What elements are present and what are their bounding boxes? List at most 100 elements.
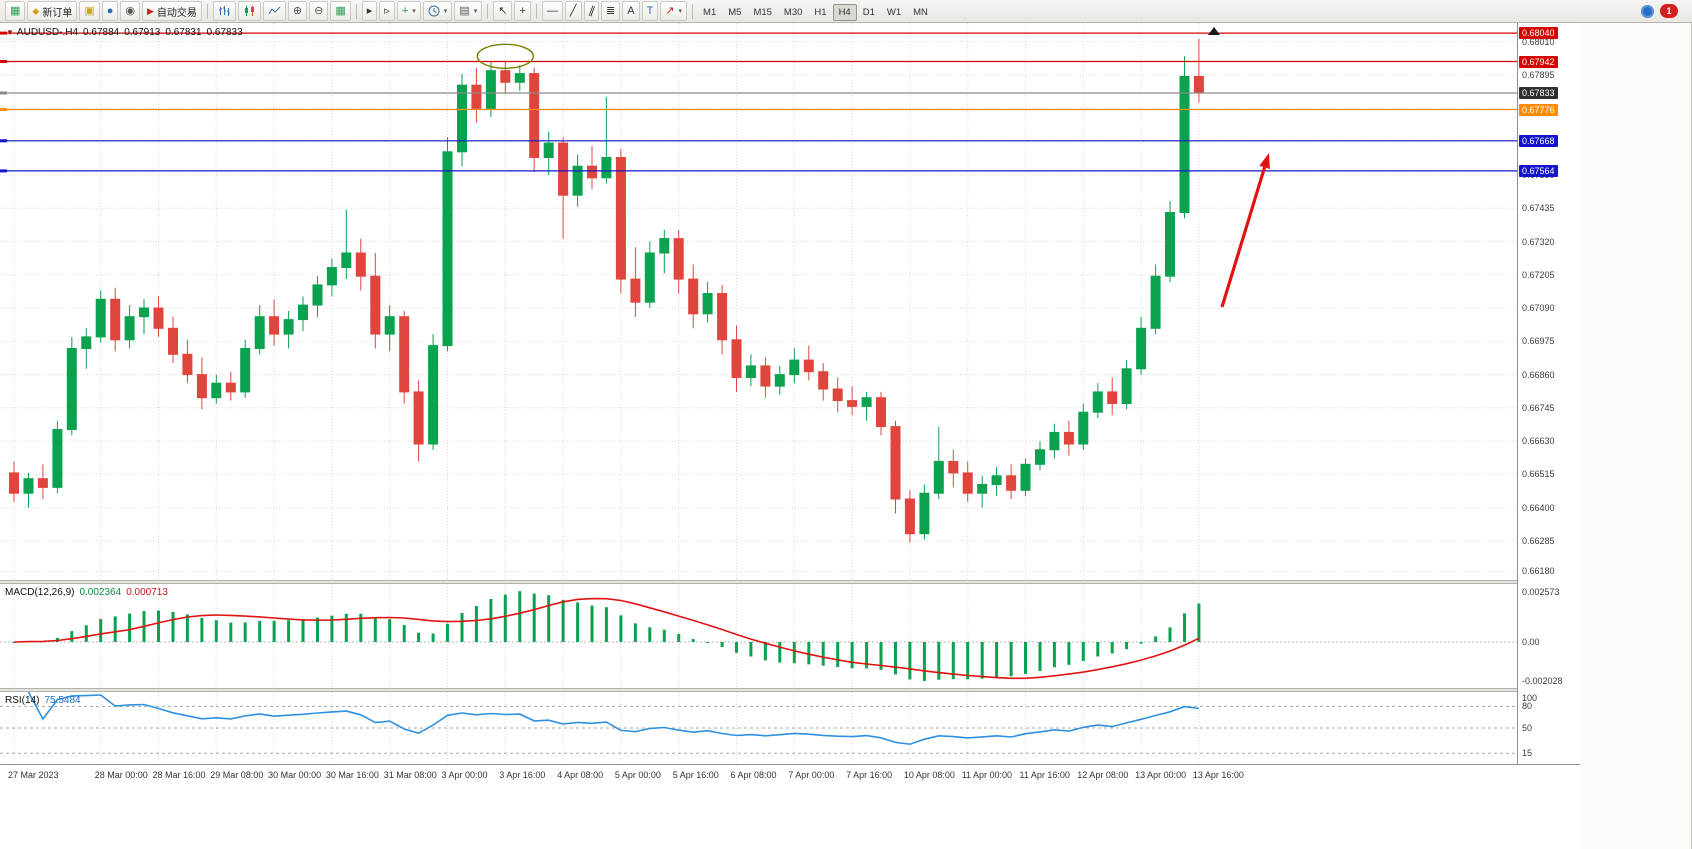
cursor-button[interactable]: ↖ bbox=[493, 1, 512, 21]
timeframe-h1[interactable]: H1 bbox=[808, 4, 832, 21]
time-axis-label: 29 Mar 08:00 bbox=[210, 770, 263, 780]
time-axis-label: 27 Mar 2023 bbox=[8, 770, 59, 780]
indicators-button[interactable]: + ▾ bbox=[397, 1, 421, 21]
text-label-button[interactable]: T bbox=[642, 1, 659, 21]
templates-button[interactable]: ▤ ▾ bbox=[454, 1, 482, 21]
timeframe-mn[interactable]: MN bbox=[907, 4, 934, 21]
tile-windows-icon: ▦ bbox=[335, 6, 345, 17]
macd-main-value: 0.002364 bbox=[79, 587, 121, 598]
zoom-in-button[interactable]: ⊕ bbox=[288, 1, 307, 21]
bar-chart-button[interactable] bbox=[213, 1, 236, 21]
price-line-badge: 0.67668 bbox=[1519, 135, 1558, 147]
timeframe-m1[interactable]: M1 bbox=[697, 4, 722, 21]
headset-icon: ◉ bbox=[125, 6, 135, 17]
time-axis-label: 7 Apr 16:00 bbox=[846, 770, 892, 780]
price-line-badge: 0.67776 bbox=[1519, 104, 1558, 116]
support-button[interactable]: ◉ bbox=[120, 1, 140, 21]
timeframe-d1[interactable]: D1 bbox=[857, 4, 881, 21]
rsi-name: RSI(14) bbox=[5, 695, 39, 706]
axis-label: 0.67895 bbox=[1522, 70, 1555, 80]
axis-label: 50 bbox=[1522, 723, 1532, 733]
notification-badge[interactable]: 1 bbox=[1660, 4, 1678, 18]
axis-label: 0.66860 bbox=[1522, 370, 1555, 380]
rsi-panel[interactable] bbox=[0, 692, 1517, 764]
arrows-button[interactable]: ↗ ▾ bbox=[660, 1, 687, 21]
timeframe-m30[interactable]: M30 bbox=[778, 4, 808, 21]
trendline-button[interactable]: ╱ bbox=[565, 1, 582, 21]
time-axis-label: 6 Apr 08:00 bbox=[731, 770, 777, 780]
mt4-window: { "toolbar": { "new_order": "新订单", "auto… bbox=[0, 0, 1692, 849]
price-line-badge: 0.67833 bbox=[1519, 87, 1558, 99]
axis-label: 0.66180 bbox=[1522, 566, 1555, 576]
axis-label: 0.66630 bbox=[1522, 436, 1555, 446]
axis-label: 0.67435 bbox=[1522, 203, 1555, 213]
periods-button[interactable]: ▾ bbox=[423, 1, 453, 21]
timeframe-m15[interactable]: M15 bbox=[747, 4, 777, 21]
crosshair-icon: + bbox=[519, 6, 525, 17]
time-axis-label: 28 Mar 00:00 bbox=[95, 770, 148, 780]
templates-icon: ▤ bbox=[459, 6, 469, 17]
symbol-dropdown-icon[interactable]: ▼ bbox=[6, 28, 14, 37]
text-icon: A bbox=[627, 6, 634, 17]
crosshair-button[interactable]: + bbox=[514, 1, 530, 21]
text-label-icon: T bbox=[647, 6, 654, 17]
price-axis[interactable]: 0.680100.678950.677800.676650.675500.674… bbox=[1517, 23, 1580, 764]
time-axis-label: 30 Mar 00:00 bbox=[268, 770, 321, 780]
time-axis-label: 10 Apr 08:00 bbox=[904, 770, 955, 780]
main-chart[interactable] bbox=[0, 23, 1517, 580]
chart-shift-button[interactable]: ▹ bbox=[379, 1, 395, 21]
time-axis[interactable]: 27 Mar 2023 28 Mar 00:00 28 Mar 16:00 29 Ma… bbox=[0, 764, 1580, 790]
axis-label: 0.002573 bbox=[1522, 587, 1560, 597]
new-chart-button[interactable]: ▦ bbox=[5, 1, 25, 21]
chart-header: ▼AUDUSD-.H40.678840.679130.678310.67833 bbox=[6, 27, 248, 38]
timeframe-w1[interactable]: W1 bbox=[881, 4, 907, 21]
time-axis-label: 3 Apr 00:00 bbox=[442, 770, 488, 780]
autoscroll-icon: ▸ bbox=[367, 6, 373, 17]
axis-label: 0.67205 bbox=[1522, 270, 1555, 280]
horizontal-line-button[interactable]: — bbox=[542, 1, 563, 21]
bar-chart-icon bbox=[218, 5, 231, 17]
axis-label: 0.66400 bbox=[1522, 503, 1555, 513]
toolbar-separator bbox=[487, 4, 488, 19]
macd-signal-value: 0.000713 bbox=[126, 587, 168, 598]
profiles-button[interactable]: ▣ bbox=[79, 1, 99, 21]
time-axis-label: 3 Apr 16:00 bbox=[499, 770, 545, 780]
text-button[interactable]: A bbox=[622, 1, 639, 21]
toolbar-separator bbox=[356, 4, 357, 19]
chart-window: ▼AUDUSD-.H40.678840.679130.678310.67833 … bbox=[0, 23, 1580, 849]
trendline-icon: ╱ bbox=[570, 6, 577, 17]
timeframe-h4[interactable]: H4 bbox=[833, 4, 857, 21]
zoom-out-button[interactable]: ⊖ bbox=[309, 1, 328, 21]
community-button[interactable]: ● bbox=[102, 1, 119, 21]
new-order-button[interactable]: ◆ 新订单 bbox=[27, 1, 77, 21]
fibonacci-button[interactable]: ≣ bbox=[601, 1, 620, 21]
time-axis-label: 5 Apr 16:00 bbox=[673, 770, 719, 780]
ohlc-high: 0.67913 bbox=[124, 27, 160, 38]
ohlc-open: 0.67884 bbox=[83, 27, 119, 38]
timeframe-m5[interactable]: M5 bbox=[722, 4, 747, 21]
macd-panel[interactable] bbox=[0, 584, 1517, 688]
autotrade-button[interactable]: ▶ 自动交易 bbox=[142, 1, 202, 21]
horizontal-line-icon: — bbox=[547, 6, 558, 17]
toolbar-separator bbox=[692, 4, 693, 19]
time-axis-label: 12 Apr 08:00 bbox=[1077, 770, 1128, 780]
cursor-icon: ↖ bbox=[498, 6, 507, 17]
tile-windows-button[interactable]: ▦ bbox=[330, 1, 350, 21]
candlestick-button[interactable] bbox=[238, 1, 261, 21]
channel-button[interactable]: ∥ bbox=[584, 1, 600, 21]
toolbar: ▦ ◆ 新订单 ▣ ● ◉ ▶ 自动交易 ⊕ ⊖ ▦ bbox=[0, 0, 1692, 23]
zoom-out-icon: ⊖ bbox=[314, 6, 323, 17]
time-axis-label: 31 Mar 08:00 bbox=[384, 770, 437, 780]
chevron-down-icon: ▾ bbox=[679, 7, 683, 15]
autotrade-icon: ▶ bbox=[147, 7, 154, 16]
rsi-value: 75.5484 bbox=[44, 695, 80, 706]
chart-shift-icon: ▹ bbox=[384, 6, 390, 17]
line-chart-icon bbox=[268, 5, 281, 17]
axis-label: 80 bbox=[1522, 701, 1532, 711]
time-axis-label: 28 Mar 16:00 bbox=[153, 770, 206, 780]
toolbar-separator bbox=[536, 4, 537, 19]
line-chart-button[interactable] bbox=[263, 1, 286, 21]
autoscroll-button[interactable]: ▸ bbox=[362, 1, 378, 21]
mql-community-icon[interactable] bbox=[1641, 5, 1654, 18]
indicators-icon: + bbox=[402, 6, 408, 17]
